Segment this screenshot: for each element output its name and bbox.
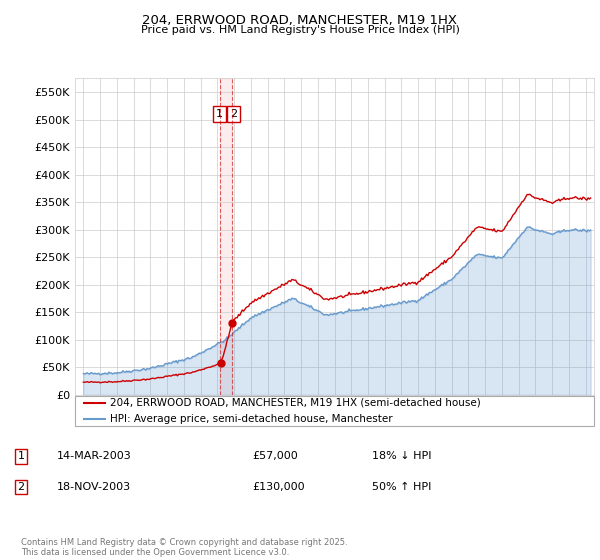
Text: Contains HM Land Registry data © Crown copyright and database right 2025.
This d: Contains HM Land Registry data © Crown c… — [21, 538, 347, 557]
Text: 2: 2 — [230, 109, 237, 119]
Bar — [220, 78, 232, 395]
FancyBboxPatch shape — [75, 396, 594, 426]
Text: 204, ERRWOOD ROAD, MANCHESTER, M19 1HX (semi-detached house): 204, ERRWOOD ROAD, MANCHESTER, M19 1HX (… — [110, 398, 481, 408]
Text: 50% ↑ HPI: 50% ↑ HPI — [372, 482, 431, 492]
Text: £130,000: £130,000 — [252, 482, 305, 492]
Text: 2: 2 — [17, 482, 25, 492]
Text: 18-NOV-2003: 18-NOV-2003 — [57, 482, 131, 492]
Text: 1: 1 — [17, 451, 25, 461]
Text: 18% ↓ HPI: 18% ↓ HPI — [372, 451, 431, 461]
Text: Price paid vs. HM Land Registry's House Price Index (HPI): Price paid vs. HM Land Registry's House … — [140, 25, 460, 35]
Text: 204, ERRWOOD ROAD, MANCHESTER, M19 1HX: 204, ERRWOOD ROAD, MANCHESTER, M19 1HX — [143, 14, 458, 27]
Text: £57,000: £57,000 — [252, 451, 298, 461]
Text: HPI: Average price, semi-detached house, Manchester: HPI: Average price, semi-detached house,… — [110, 414, 393, 424]
Text: 14-MAR-2003: 14-MAR-2003 — [57, 451, 132, 461]
Text: 1: 1 — [216, 109, 223, 119]
